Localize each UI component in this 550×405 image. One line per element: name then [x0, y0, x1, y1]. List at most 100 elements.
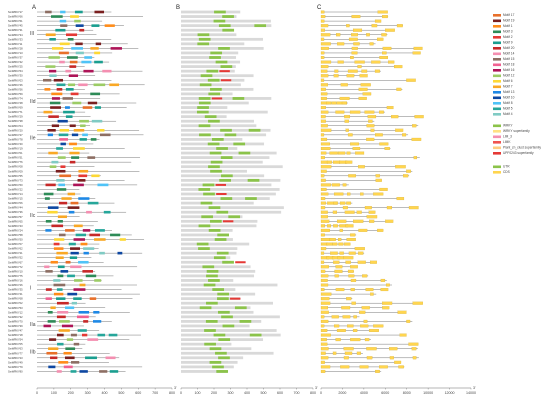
gene-label: SmWRKY31 — [8, 28, 23, 32]
motif-box — [74, 10, 83, 14]
protein-bar — [181, 265, 251, 269]
motif-box — [75, 233, 87, 237]
cds-exon — [374, 69, 380, 73]
motif-box — [71, 156, 80, 159]
motif-box — [45, 65, 56, 68]
other-domain — [235, 261, 246, 264]
motif-box — [68, 210, 75, 214]
motif-box — [60, 142, 66, 146]
gene-label: SmWRKY76 — [8, 160, 23, 164]
motif-box — [57, 156, 66, 159]
gene-label: SmWRKY50 — [8, 238, 23, 242]
cds-exon — [320, 106, 326, 110]
motif-box — [66, 338, 74, 341]
legend-label: Motif 16 — [503, 68, 515, 72]
cds-exon — [342, 183, 347, 187]
motif-box — [80, 242, 88, 246]
axis-tick-label: 0 — [36, 391, 38, 395]
gene-label: SmWRKY59 — [8, 92, 23, 96]
cds-exon — [379, 142, 389, 146]
gene-label: SmWRKY64 — [8, 69, 23, 73]
cds-exon — [379, 55, 389, 59]
legend-swatch — [493, 69, 501, 72]
cds-exon — [361, 306, 370, 310]
wrky-domain — [218, 47, 230, 50]
cds-exon — [406, 78, 416, 82]
motif-box — [45, 288, 52, 291]
cds-exon — [331, 315, 339, 319]
cds-exon — [364, 338, 370, 342]
protein-bar — [181, 356, 244, 360]
gene-label: SmWRKY56 — [8, 87, 23, 91]
motif-box — [56, 333, 64, 337]
protein-bar — [181, 229, 233, 232]
protein-bar — [181, 301, 274, 305]
gene-label: SmWRKY58 — [8, 233, 23, 237]
cds-exon — [320, 342, 328, 346]
gene-label: SmWRKY62 — [8, 247, 23, 251]
motif-box — [45, 297, 52, 300]
wrky-domain — [201, 215, 213, 219]
motif-box — [71, 301, 77, 305]
cds-exon — [365, 288, 374, 292]
wrky-domain — [200, 201, 213, 205]
legend-label: UPF0243 superfamily — [503, 151, 534, 155]
motif-box — [73, 147, 85, 150]
cds-exon — [320, 24, 329, 28]
cds-exon — [380, 288, 389, 292]
cds-exon — [385, 283, 390, 287]
gene-label: SmWRKY44 — [8, 206, 23, 210]
cds-exon — [366, 124, 375, 128]
motif-box — [44, 197, 50, 200]
cds-exon — [344, 115, 351, 119]
motif-box — [109, 83, 120, 87]
cds-exon — [334, 274, 339, 278]
cds-exon — [333, 324, 340, 328]
wrky-domain — [218, 24, 231, 28]
cds-exon — [363, 319, 368, 323]
motif-box — [64, 356, 75, 360]
cds-exon — [347, 133, 353, 137]
gene-label: SmWRKY08 — [8, 165, 23, 169]
motif-box — [91, 174, 100, 178]
protein-bar — [181, 97, 272, 100]
cds-exon — [320, 87, 326, 91]
motif-box — [57, 119, 68, 123]
motif-box — [79, 119, 89, 123]
motif-box — [55, 28, 66, 32]
motif-box — [56, 88, 63, 91]
gene-label: SmWRKY29 — [8, 115, 23, 119]
wrky-domain — [210, 169, 222, 173]
wrky-domain — [206, 301, 218, 305]
wrky-domain — [217, 292, 229, 296]
motif-box — [43, 192, 54, 196]
wrky-domain — [213, 256, 226, 260]
gene-label: SmWRKY06 — [8, 201, 23, 205]
cds-exon — [320, 133, 325, 137]
motif-box — [65, 306, 75, 310]
cds-exon — [320, 60, 332, 64]
legend-label: Motif 9 — [503, 41, 513, 45]
motif-box — [69, 151, 80, 155]
wrky-domain — [206, 69, 219, 73]
motif-box — [51, 160, 59, 164]
cds-exon — [411, 347, 417, 351]
cds-exon — [362, 274, 368, 278]
motif-box — [51, 124, 60, 128]
cds-exon — [370, 260, 377, 264]
motif-box — [79, 28, 85, 32]
protein-bar — [181, 42, 245, 46]
cds-exon — [320, 269, 326, 273]
axis-tick-label: 500 — [118, 391, 124, 395]
group-label: III — [30, 31, 34, 37]
cds-exon — [350, 233, 356, 237]
legend-swatch — [493, 113, 501, 116]
motif-box — [50, 260, 58, 264]
cds-exon — [320, 169, 327, 173]
axis-tick-label: 14000 — [466, 391, 476, 395]
gene-label: SmWRKY53 — [8, 306, 23, 310]
protein-bar — [181, 37, 264, 41]
legend-swatch — [493, 141, 501, 144]
legend-label: Motif 1 — [503, 24, 513, 28]
